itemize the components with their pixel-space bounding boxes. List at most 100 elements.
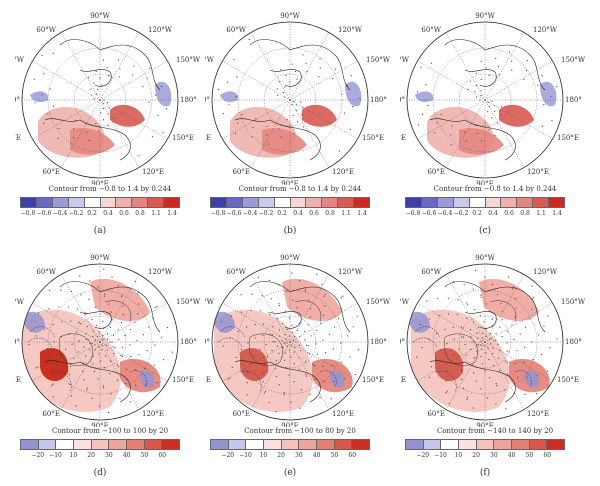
colorbar-tick-label: 10 <box>69 452 78 459</box>
panel-label: (d) <box>93 468 107 478</box>
longitude-label: 90°E <box>91 180 109 185</box>
colorbar-swatch <box>317 440 335 449</box>
polar-map-f: 90°W 120°W 150°W 180° 150°E 120°E 90°E 60°E 30°E… <box>400 254 586 427</box>
colorbar <box>405 197 565 208</box>
cool-anomaly-region <box>540 81 557 107</box>
colorbar-swatch <box>228 440 247 449</box>
colorbar-swatch <box>84 198 101 207</box>
longitude-label: 150°E <box>362 134 384 142</box>
colorbar-swatch <box>485 198 502 207</box>
longitude-label: 120°W <box>148 26 173 34</box>
colorbar-tick-label: 60 <box>348 452 357 459</box>
contour-description: Contour from −100 to 100 by 20 <box>51 427 169 435</box>
longitude-label: 30°E <box>400 134 406 142</box>
colorbar-swatch <box>242 198 259 207</box>
cool-anomaly-region <box>212 311 235 333</box>
colorbar-tick-label: −20 <box>221 452 235 459</box>
colorbar-swatch <box>547 440 565 449</box>
longitude-label: 60°W <box>421 268 441 276</box>
colorbar-swatch <box>91 440 110 449</box>
longitude-label: 0° <box>400 338 405 346</box>
longitude-label: 150°E <box>172 376 194 384</box>
polar-map-e: 90°W 120°W 150°W 180° 150°E 120°E 90°E 60°E 30°E… <box>205 254 391 427</box>
colorbar-swatch <box>148 198 165 207</box>
colorbar-swatch <box>211 198 227 207</box>
colorbar-tick-label: 0.2 <box>87 210 97 217</box>
coastline <box>429 39 546 161</box>
longitude-label: 120°E <box>527 168 549 176</box>
colorbar-tick-label: 10 <box>259 452 268 459</box>
cool-anomaly-region <box>139 370 155 388</box>
map-boundary <box>406 21 564 179</box>
hot-anomaly-core <box>40 348 69 382</box>
colorbar-tick-label: −0.4 <box>437 210 453 217</box>
colorbar-ticks: −20 −10 10 20 30 40 50 60 <box>210 452 370 462</box>
cool-anomaly-region <box>30 91 49 103</box>
colorbar-tick-label: 0.4 <box>293 210 303 217</box>
colorbar-swatch <box>21 440 39 449</box>
colorbar-ticks: −0.8 −0.6 −0.4 −0.2 0.2 0.4 0.6 0.8 1.1 1.4 <box>20 210 180 220</box>
colorbar-ticks: −0.8 −0.6 −0.4 −0.2 0.2 0.4 0.6 0.8 1.1 1.4 <box>405 210 565 220</box>
panel-label: (c) <box>478 226 492 236</box>
polar-map-b: 90°W 120°W 150°W 180° 150°E 120°E 90°E 60°E 30°E… <box>205 12 391 185</box>
colorbar-tick-label: −0.8 <box>20 210 36 217</box>
colorbar <box>210 197 370 208</box>
longitude-label: 90°E <box>281 180 299 185</box>
colorbar-tick-label: 60 <box>158 452 167 459</box>
colorbar-tick-label: 20 <box>87 452 95 459</box>
cool-anomaly-region <box>345 81 362 107</box>
warm-anomaly-region <box>110 104 145 127</box>
warm-anomaly-region <box>70 128 115 155</box>
colorbar-swatch <box>354 198 370 207</box>
panel-label: (f) <box>479 468 491 478</box>
contour-description: Contour from −0.8 to 1.4 by 0.244 <box>433 185 557 193</box>
colorbar-swatch <box>132 198 149 207</box>
colorbar-swatch <box>338 198 355 207</box>
colorbar-tick-label: 50 <box>140 452 149 459</box>
colorbar-tick-label: 60 <box>543 452 552 459</box>
longitude-label: 60°W <box>36 268 56 276</box>
longitude-label: 30°E <box>205 376 211 384</box>
colorbar-swatch <box>68 198 85 207</box>
colorbar-swatch <box>226 198 243 207</box>
colorbar-swatch <box>512 440 530 449</box>
longitude-label: 30°E <box>400 376 406 384</box>
colorbar-tick-label: −0.6 <box>421 210 437 217</box>
colorbar-swatch <box>116 198 133 207</box>
colorbar-swatch <box>441 440 460 449</box>
longitude-label: 90°W <box>475 12 495 20</box>
longitude-label: 180° <box>180 338 197 346</box>
longitude-label: 30°W <box>205 298 215 306</box>
colorbar-tick-label: −0.4 <box>242 210 258 217</box>
longitude-label: 30°W <box>400 56 410 64</box>
colorbar-tick-label: 40 <box>122 452 131 459</box>
colorbar-tick-label: 0.2 <box>472 210 482 217</box>
colorbar-ticks: −20 −10 10 20 30 40 50 60 <box>405 452 565 462</box>
longitude-label: 120°E <box>142 410 164 418</box>
colorbar-tick-label: −0.6 <box>36 210 52 217</box>
longitude-label: 30°E <box>15 134 21 142</box>
colorbar-swatch <box>322 198 339 207</box>
colorbar-swatch <box>38 440 57 449</box>
longitude-label: 150°E <box>172 134 194 142</box>
longitude-label: 0° <box>205 338 210 346</box>
colorbar-tick-label: −0.2 <box>68 210 84 217</box>
polar-map-d: 90°W 120°W 150°W 180° 150°E 120°E 90°E 60°E 30°E… <box>15 254 201 427</box>
colorbar-swatch <box>74 440 92 449</box>
colorbar-swatch <box>306 198 323 207</box>
longitude-label: 120°W <box>533 268 558 276</box>
coastline <box>234 281 351 403</box>
colorbar-tick-label: 40 <box>507 452 516 459</box>
colorbar-swatch <box>281 440 300 449</box>
colorbar-swatch <box>211 440 229 449</box>
colorbar-ticks: −0.8 −0.6 −0.4 −0.2 0.2 0.4 0.6 0.8 1.1 1.4 <box>210 210 370 220</box>
longitude-label: 60°E <box>232 168 250 176</box>
colorbar-swatch <box>406 440 424 449</box>
coastline <box>44 281 161 403</box>
longitude-label: 60°E <box>42 410 60 418</box>
longitude-label: 150°W <box>366 298 391 306</box>
panel-b: 90°W 120°W 150°W 180° 150°E 120°E 90°E 60°E 30°E… <box>205 5 395 243</box>
colorbar-swatch <box>144 440 163 449</box>
colorbar-tick-label: 0.6 <box>119 210 129 217</box>
colorbar-tick-label: −0.6 <box>226 210 242 217</box>
